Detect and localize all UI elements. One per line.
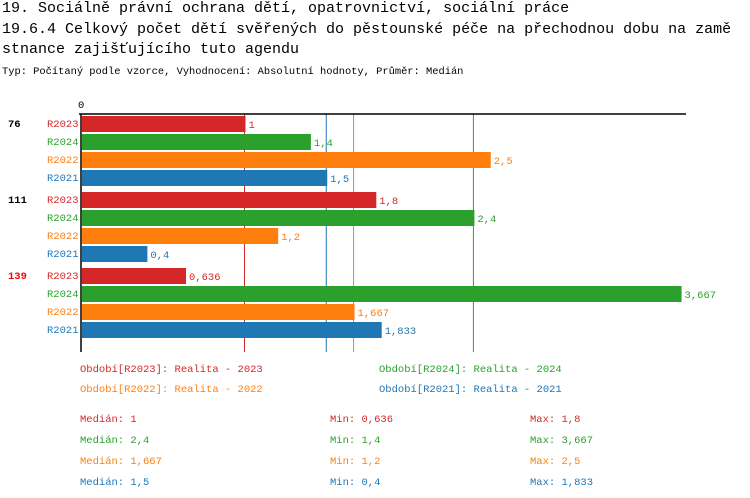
bar-series-label: R2024 [47, 213, 79, 225]
chart-title: 19. Sociálně právní ochrana dětí, opatro… [2, 0, 570, 17]
bar [82, 228, 279, 244]
stat-max: Max: 2,5 [530, 456, 581, 468]
bar-series-label: R2023 [47, 195, 79, 207]
bar-value-label: 1,2 [281, 232, 300, 244]
bar [82, 116, 246, 132]
chart-subtitle-line1: 19.6.4 Celkový počet dětí svěřených do p… [2, 21, 732, 38]
stat-median: Medián: 1,667 [80, 456, 162, 468]
bar-series-label: R2022 [47, 307, 79, 319]
bar [82, 192, 377, 208]
stat-min: Min: 0,636 [330, 414, 394, 426]
group-label: 76 [8, 119, 21, 131]
bar [82, 304, 355, 320]
stat-min: Min: 1,4 [330, 435, 381, 447]
bar [82, 246, 148, 262]
stat-median: Medián: 1,5 [80, 477, 150, 489]
bar [82, 268, 186, 284]
bar [82, 210, 475, 226]
stat-max: Max: 1,8 [530, 414, 581, 426]
stat-min: Min: 0,4 [330, 477, 381, 489]
legend-item: Období[R2024]: Realita - 2024 [379, 364, 562, 376]
legend-item: Období[R2022]: Realita - 2022 [80, 384, 263, 396]
bar-series-label: R2021 [47, 325, 79, 337]
bar-series-label: R2023 [47, 271, 79, 283]
bar [82, 286, 682, 302]
chart-subtitle-line2: stnance zajišťujícího tuto agendu [2, 41, 300, 58]
legend-item: Období[R2023]: Realita - 2023 [80, 364, 263, 376]
legend-item: Období[R2021]: Realita - 2021 [379, 384, 562, 396]
bar-value-label: 1,8 [379, 196, 398, 208]
bar-value-label: 1,5 [330, 174, 349, 186]
bar-value-label: 1,4 [314, 138, 333, 150]
bar-series-label: R2024 [47, 137, 79, 149]
bar-series-label: R2021 [47, 173, 79, 185]
bar [82, 152, 491, 168]
stat-median: Medián: 2,4 [80, 435, 150, 447]
bar-series-label: R2022 [47, 155, 79, 167]
bar [82, 134, 311, 150]
bar-series-label: R2024 [47, 289, 79, 301]
bar-series-label: R2022 [47, 231, 79, 243]
group-label: 111 [8, 195, 27, 207]
chart-info: Typ: Počítaný podle vzorce, Vyhodnocení:… [2, 66, 464, 78]
stat-median: Medián: 1 [80, 414, 137, 426]
stat-min: Min: 1,2 [330, 456, 381, 468]
bar-series-label: R2021 [47, 249, 79, 261]
bar [82, 170, 328, 186]
x-tick-label: 0 [78, 100, 84, 112]
bar-value-label: 1 [249, 120, 255, 132]
bar-series-label: R2023 [47, 119, 79, 131]
bar-value-label: 2,5 [494, 156, 513, 168]
bar-value-label: 2,4 [477, 214, 496, 226]
bar-value-label: 1,833 [385, 326, 417, 338]
bar-value-label: 0,4 [150, 250, 169, 262]
bar [82, 322, 382, 338]
stat-max: Max: 3,667 [530, 435, 594, 447]
stat-max: Max: 1,833 [530, 477, 594, 489]
bar-value-label: 1,667 [358, 308, 390, 320]
group-label: 139 [8, 271, 27, 283]
bar-value-label: 3,667 [685, 290, 717, 302]
bar-value-label: 0,636 [189, 272, 221, 284]
